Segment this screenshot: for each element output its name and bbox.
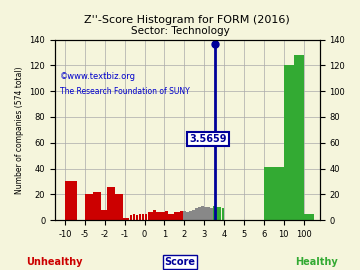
- Bar: [216, 207, 219, 220]
- Bar: [180, 211, 183, 220]
- Bar: [168, 214, 171, 220]
- Bar: [189, 211, 192, 220]
- Bar: [204, 207, 207, 220]
- Bar: [159, 212, 162, 220]
- Bar: [144, 214, 147, 220]
- Bar: [65, 181, 77, 220]
- Text: The Research Foundation of SUNY: The Research Foundation of SUNY: [60, 87, 190, 96]
- Bar: [157, 212, 159, 220]
- Text: Score: Score: [165, 256, 195, 266]
- Bar: [136, 215, 138, 220]
- Bar: [165, 211, 168, 220]
- Bar: [132, 214, 135, 220]
- Bar: [186, 212, 189, 220]
- Bar: [195, 208, 198, 220]
- Bar: [162, 212, 165, 220]
- Bar: [303, 214, 314, 220]
- Title: Z''-Score Histogram for FORM (2016): Z''-Score Histogram for FORM (2016): [84, 15, 290, 25]
- Bar: [171, 214, 174, 220]
- Bar: [115, 194, 123, 220]
- Y-axis label: Number of companies (574 total): Number of companies (574 total): [15, 66, 24, 194]
- Bar: [192, 210, 195, 220]
- Bar: [107, 187, 115, 220]
- Bar: [183, 211, 186, 220]
- Bar: [201, 206, 204, 220]
- Text: 3.5659: 3.5659: [189, 134, 227, 144]
- Bar: [219, 207, 221, 220]
- Bar: [210, 208, 212, 220]
- Bar: [139, 214, 141, 220]
- Bar: [207, 207, 210, 220]
- Bar: [141, 214, 144, 220]
- Bar: [174, 212, 177, 220]
- Bar: [123, 218, 127, 220]
- Bar: [198, 207, 201, 220]
- Bar: [177, 212, 180, 220]
- Bar: [127, 218, 129, 220]
- Bar: [222, 208, 225, 220]
- Bar: [213, 206, 216, 220]
- Text: Sector: Technology: Sector: Technology: [131, 26, 229, 36]
- Bar: [148, 212, 150, 220]
- Bar: [284, 65, 294, 220]
- Bar: [294, 55, 303, 220]
- Bar: [101, 210, 107, 220]
- Bar: [264, 167, 284, 220]
- Bar: [130, 215, 132, 220]
- Bar: [85, 194, 93, 220]
- Bar: [150, 212, 153, 220]
- Bar: [153, 210, 156, 220]
- Text: ©www.textbiz.org: ©www.textbiz.org: [60, 72, 136, 81]
- Text: Healthy: Healthy: [296, 256, 338, 266]
- Bar: [93, 192, 101, 220]
- Text: Unhealthy: Unhealthy: [26, 256, 82, 266]
